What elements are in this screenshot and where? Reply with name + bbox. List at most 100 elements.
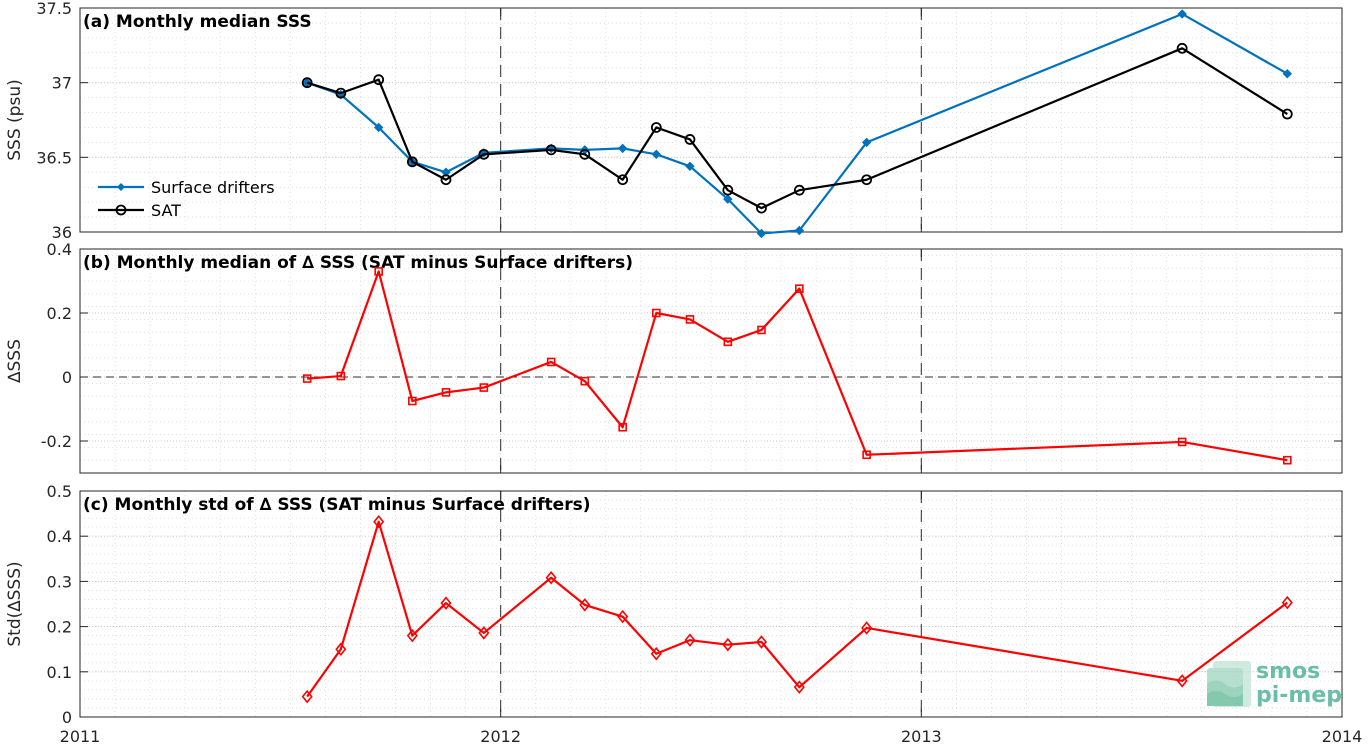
- data-point: [617, 174, 629, 186]
- x-tick-label: 2011: [60, 727, 101, 745]
- data-point: [723, 194, 733, 204]
- data-point: [794, 225, 805, 236]
- data-point: [684, 134, 696, 145]
- data-point: [723, 337, 733, 347]
- legend-label: SAT: [151, 201, 181, 220]
- y-tick-label: 36.5: [36, 148, 72, 167]
- data-point: [861, 137, 872, 148]
- y-tick-label: 0.3: [47, 572, 72, 591]
- data-point: [617, 143, 628, 154]
- legend-marker: [117, 183, 125, 191]
- data-point: [546, 357, 556, 367]
- data-point: [722, 184, 734, 196]
- data-point: [1283, 455, 1292, 465]
- data-point: [373, 74, 385, 86]
- y-axis-label: SSS (psu): [5, 79, 25, 160]
- data-point: [862, 450, 871, 460]
- axes-box: [79, 7, 1343, 233]
- data-point: [1176, 674, 1188, 688]
- data-point: [302, 374, 312, 383]
- data-point: [478, 626, 490, 640]
- y-tick-label: 0.4: [47, 240, 72, 259]
- y-tick-label: 0.2: [47, 304, 72, 323]
- smos-pi-mep-logo: smos pi-mep: [1207, 659, 1342, 708]
- data-point: [756, 202, 767, 214]
- legend-marker: [115, 204, 127, 216]
- data-point: [756, 228, 767, 239]
- data-point: [650, 122, 662, 133]
- data-point: [795, 284, 804, 293]
- data-point: [1282, 68, 1293, 79]
- data-point: [650, 646, 662, 661]
- data-point: [478, 148, 490, 160]
- data-point: [684, 633, 696, 647]
- data-point: [440, 596, 452, 610]
- legend: Surface drifters SAT: [98, 178, 275, 220]
- data-point: [441, 167, 451, 177]
- data-point: [1176, 42, 1188, 54]
- data-point: [652, 308, 661, 318]
- axes-box: [79, 248, 1343, 474]
- y-tick-label: 0.2: [47, 618, 72, 637]
- y-tick-label: 0: [62, 708, 72, 727]
- y-tick-label: 37: [52, 74, 72, 93]
- data-point: [335, 642, 347, 656]
- axes-box: [79, 490, 1343, 718]
- y-tick-label: 0.5: [47, 482, 72, 501]
- data-point: [408, 396, 417, 406]
- data-point: [374, 267, 383, 276]
- data-point: [1281, 108, 1293, 120]
- data-point: [685, 315, 695, 324]
- y-tick-label: 36: [52, 223, 72, 242]
- data-point: [793, 184, 805, 196]
- data-point: [579, 148, 591, 160]
- data-point: [373, 514, 385, 529]
- x-tick-label: 2013: [901, 727, 942, 745]
- data-point: [301, 689, 313, 704]
- data-point: [861, 174, 873, 186]
- y-tick-label: 0: [62, 368, 72, 387]
- data-point: [545, 144, 557, 156]
- data-point: [1177, 437, 1187, 447]
- data-point: [580, 376, 590, 386]
- data-point: [545, 571, 557, 585]
- panel-title: (b) Monthly median of ∆ SSS (SAT minus S…: [83, 253, 633, 273]
- data-point: [617, 609, 629, 624]
- series-line: [306, 520, 1288, 698]
- data-point: [651, 149, 662, 160]
- panel-title: (a) Monthly median SSS: [83, 12, 312, 32]
- data-point: [441, 388, 451, 397]
- series-line: [307, 270, 1288, 462]
- data-point: [1177, 9, 1187, 19]
- y-axis-label: ∆SSS: [5, 339, 25, 384]
- data-point: [479, 383, 489, 392]
- y-tick-label: 0.1: [47, 663, 72, 682]
- logo-line2: pi-mep: [1256, 683, 1342, 708]
- data-point: [440, 174, 452, 186]
- data-point: [722, 637, 734, 652]
- y-tick-label: 37.5: [36, 0, 72, 18]
- panel-title: (c) Monthly std of ∆ SSS (SAT minus Surf…: [83, 495, 590, 515]
- data-point: [579, 598, 591, 612]
- series-delta: [302, 267, 1292, 465]
- logo-waves-icon: [1207, 661, 1251, 707]
- data-point: [301, 77, 313, 89]
- series-delta: [301, 514, 1293, 704]
- data-point: [336, 371, 346, 381]
- panel-c-std-delta-sss: 0 0.1 0.2 0.3 0.4 0.5 2011 2012 2013 2014 Std(∆SSS…: [5, 482, 1362, 745]
- data-point: [618, 422, 627, 432]
- data-point: [373, 122, 384, 133]
- data-point: [757, 325, 766, 335]
- x-tick-label: 2012: [480, 727, 521, 745]
- data-point: [406, 628, 418, 643]
- panel-b-median-delta-sss: -0.2 0 0.2 0.4 ∆SSS (b) Monthly median of ∆ S…: [5, 240, 1343, 474]
- series-line: [306, 47, 1288, 210]
- x-tick-label: 2014: [1322, 727, 1363, 745]
- data-point: [685, 161, 695, 172]
- y-tick-label: -0.2: [41, 432, 72, 451]
- panel-a-median-sss: 36 36.5 37 37.5 SSS (psu) (a) Monthly median …: [5, 0, 1343, 242]
- data-point: [861, 621, 873, 635]
- data-point: [335, 87, 347, 99]
- data-point: [755, 635, 768, 649]
